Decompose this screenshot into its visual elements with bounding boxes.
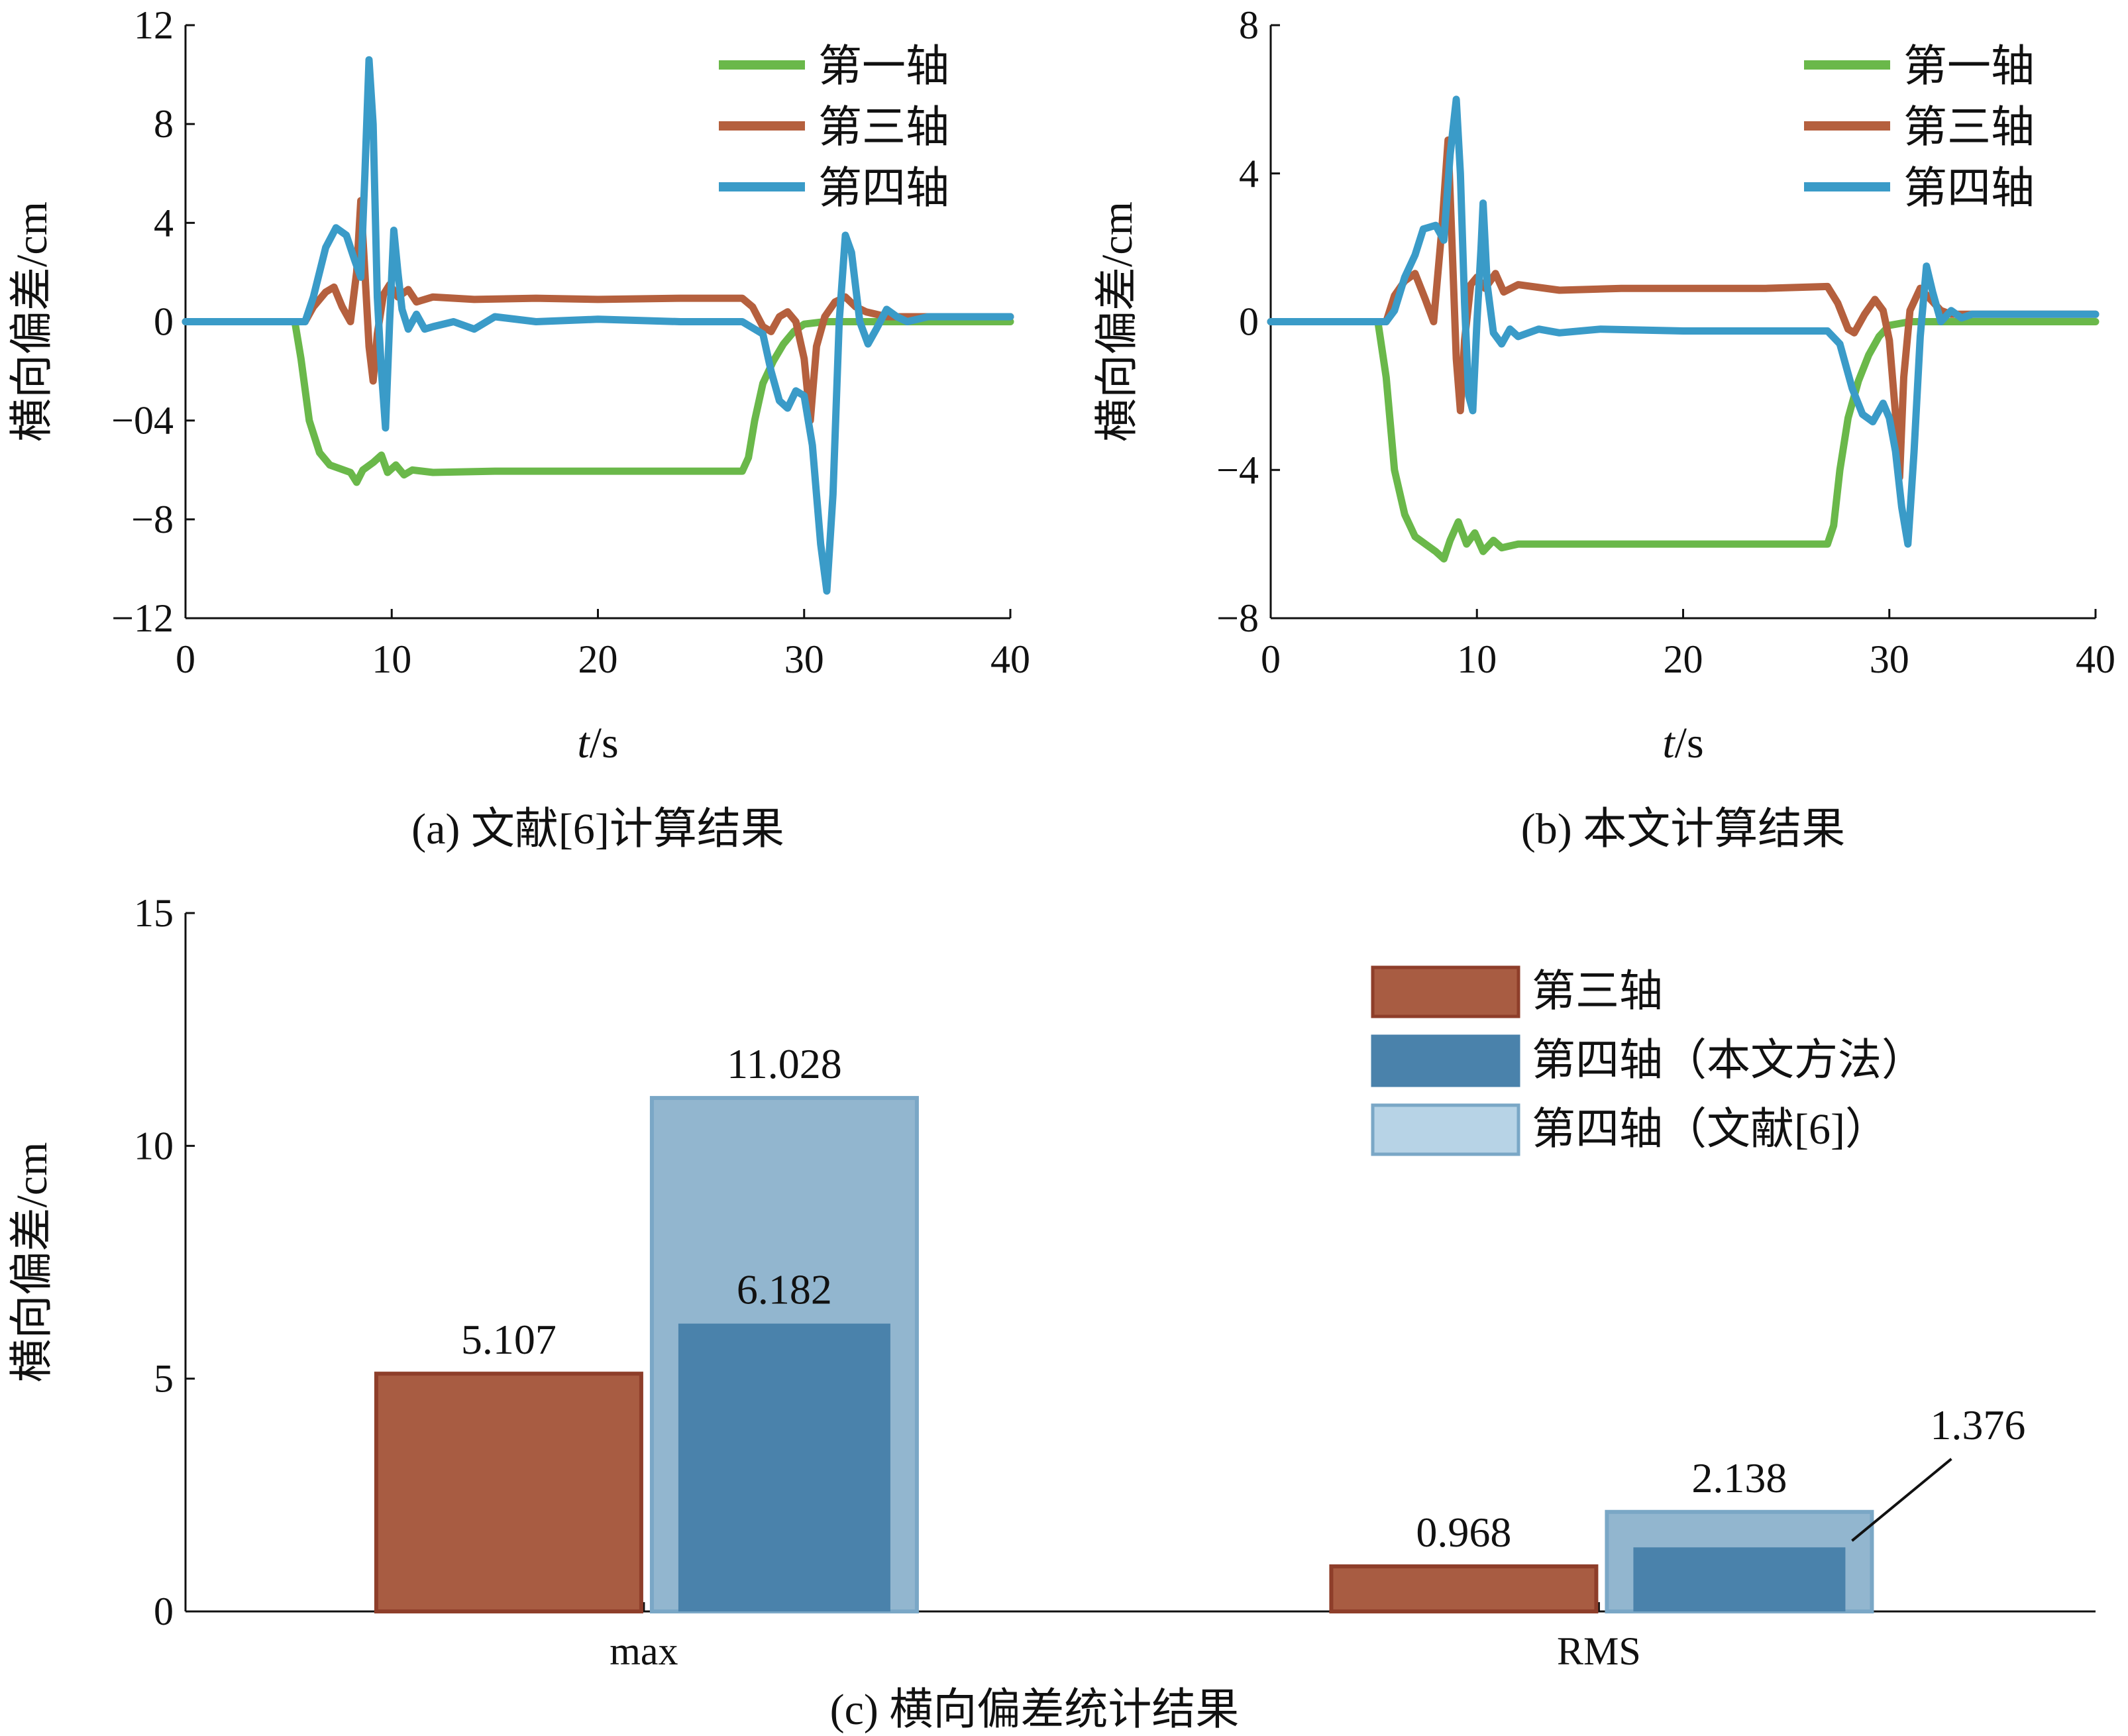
series-line-3 xyxy=(1267,95,2100,548)
x-tick-label: 40 xyxy=(990,637,1030,681)
legend-label: 第四轴（文献[6]） xyxy=(1532,1105,1889,1154)
series-line-2 xyxy=(182,197,1014,425)
y-tick-label: 0 xyxy=(154,300,174,344)
bar-axis4-ours xyxy=(678,1323,890,1611)
x-tick-label: 10 xyxy=(1457,637,1497,681)
y-tick-label: −4 xyxy=(1216,448,1259,492)
bar-value-label: 0.968 xyxy=(1416,1509,1511,1556)
y-tick-label: 4 xyxy=(1239,152,1259,195)
y-axis-label: 横向偏差/cm xyxy=(8,201,56,442)
y-tick-label: 12 xyxy=(134,3,174,47)
series-line-1 xyxy=(1267,318,2100,563)
y-tick-label: 0 xyxy=(154,1590,174,1633)
legend-label: 第三轴 xyxy=(1903,103,2035,152)
x-tick-label: 30 xyxy=(1870,637,1909,681)
panel-caption: (b) 本文计算结果 xyxy=(1521,805,1845,853)
bar-chart-c: 15 10 5 0 max 5.107 11.028 6.182 RMS 0.968 2.138 1.… xyxy=(8,891,2096,1734)
y-tick-label: −12 xyxy=(111,596,174,640)
x-tick-label: 30 xyxy=(784,637,824,681)
bar-value-label: 1.376 xyxy=(1930,1401,2025,1448)
x-tick-label: 20 xyxy=(578,637,618,681)
x-tick-label: 40 xyxy=(2076,637,2115,681)
y-axis-label: 横向偏差/cm xyxy=(8,1142,56,1383)
series-line-1 xyxy=(182,318,1014,486)
bar-value-label: 5.107 xyxy=(461,1316,557,1363)
legend-label: 第三轴 xyxy=(1532,967,1663,1016)
legend-label: 第四轴 xyxy=(1903,164,2035,213)
y-tick-label: 5 xyxy=(154,1357,174,1401)
callout-line xyxy=(1851,1458,1952,1542)
bar-value-label: 6.182 xyxy=(737,1266,832,1313)
y-tick-label: −8 xyxy=(131,498,174,541)
y-tick-label: −8 xyxy=(1216,596,1259,640)
legend-swatch xyxy=(1371,965,1520,1018)
y-tick-label: 0 xyxy=(1239,300,1259,344)
bar-axis3 xyxy=(1329,1564,1599,1614)
series-line-3 xyxy=(182,56,1014,595)
legend-swatch xyxy=(1371,1034,1520,1087)
legend-label: 第一轴 xyxy=(818,42,949,91)
legend-label: 第四轴 xyxy=(818,164,949,213)
y-tick-label: 8 xyxy=(154,102,174,146)
panel-caption: (a) 文献[6]计算结果 xyxy=(411,805,784,853)
bar-value-label: 2.138 xyxy=(1691,1454,1787,1501)
legend-swatch xyxy=(1371,1103,1520,1156)
series-line-2 xyxy=(1267,136,2100,481)
x-axis-label: t/s xyxy=(1662,719,1703,767)
bar-axis3 xyxy=(374,1372,643,1614)
y-tick-label: 15 xyxy=(134,891,174,935)
legend-label: 第四轴（本文方法） xyxy=(1532,1036,1925,1085)
legend-label: 第一轴 xyxy=(1903,42,2035,91)
y-tick-label: −04 xyxy=(111,399,174,443)
category-label: max xyxy=(610,1629,678,1673)
y-tick-label: 8 xyxy=(1239,3,1259,47)
y-tick-label: 10 xyxy=(134,1124,174,1167)
y-tick-label: 4 xyxy=(154,201,174,244)
x-tick-label: 0 xyxy=(176,637,195,681)
x-axis-label: t/s xyxy=(577,719,618,767)
y-axis-label: 横向偏差/cm xyxy=(1093,201,1142,442)
bar-axis4-ours xyxy=(1633,1547,1846,1611)
category-label: RMS xyxy=(1557,1629,1641,1673)
panel-caption: (c) 横向偏差统计结果 xyxy=(830,1686,1240,1734)
legend-label: 第三轴 xyxy=(818,103,949,152)
x-tick-label: 10 xyxy=(372,637,411,681)
x-tick-label: 0 xyxy=(1261,637,1281,681)
bar-value-label: 11.028 xyxy=(727,1040,842,1087)
x-tick-label: 20 xyxy=(1664,637,1703,681)
